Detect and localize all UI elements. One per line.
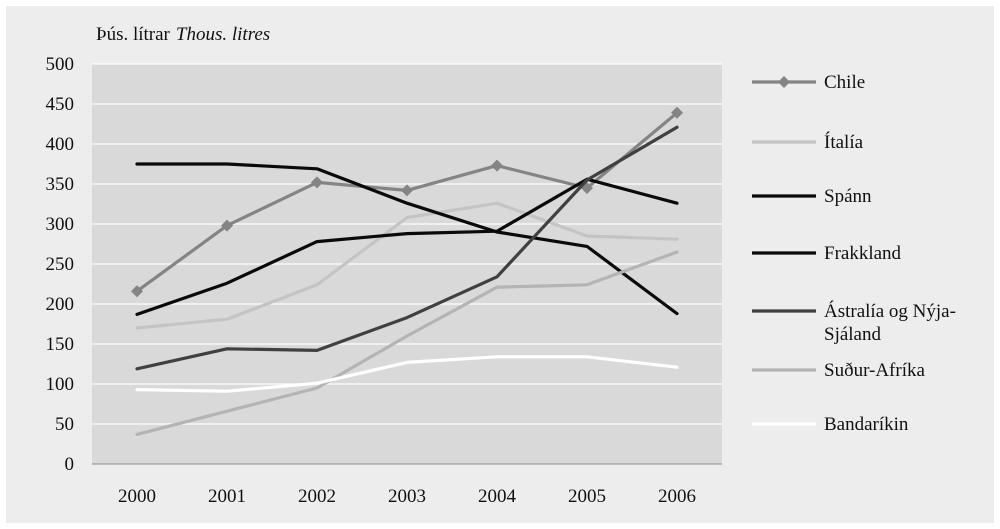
data-point-marker <box>671 106 683 119</box>
unit-label-en: Thous. litres <box>175 24 271 45</box>
series-line-3 <box>135 162 679 316</box>
y-tick-label: 0 <box>65 454 75 475</box>
data-point-marker <box>221 219 233 232</box>
x-tick-label: 2005 <box>568 486 606 507</box>
data-point-marker <box>311 176 323 189</box>
legend-marker <box>778 76 790 88</box>
y-tick-label: 500 <box>46 54 75 75</box>
series-line-5 <box>135 125 679 371</box>
series-line-7 <box>135 355 679 393</box>
y-tick-label: 300 <box>46 214 75 235</box>
data-point-marker <box>401 184 413 197</box>
legend-label: Ástralía og Nýja-Sjáland <box>824 300 956 345</box>
legend-label: Bandaríkin <box>824 414 909 435</box>
x-tick-label: 2001 <box>208 486 246 507</box>
x-tick-label: 2004 <box>478 486 517 507</box>
legend-label: Frakkland <box>824 243 902 264</box>
series-line-6 <box>135 250 679 436</box>
x-tick-label: 2002 <box>298 486 336 507</box>
data-point-marker <box>491 159 503 172</box>
unit-label: Þús. lítrar Thous. litres <box>96 24 270 46</box>
unit-label-is: Þús. lítrar <box>96 24 170 45</box>
x-tick-label: 2000 <box>118 486 156 507</box>
data-point-marker <box>131 285 143 298</box>
legend-label: Chile <box>824 72 865 93</box>
x-tick-label: 2003 <box>388 486 426 507</box>
y-tick-label: 350 <box>46 174 75 195</box>
y-tick-label: 150 <box>46 334 75 355</box>
y-tick-label: 400 <box>46 134 75 155</box>
legend-label: Ítalía <box>824 131 864 153</box>
series-line-2 <box>135 201 679 330</box>
y-tick-label: 250 <box>46 254 75 275</box>
y-tick-label: 450 <box>46 94 75 115</box>
y-tick-label: 200 <box>46 294 75 315</box>
y-tick-label: 50 <box>55 414 74 435</box>
y-tick-label: 100 <box>46 374 75 395</box>
legend-label: Suður-Afríka <box>824 360 925 381</box>
legend-label: Spánn <box>824 186 872 207</box>
x-tick-label: 2006 <box>658 486 696 507</box>
